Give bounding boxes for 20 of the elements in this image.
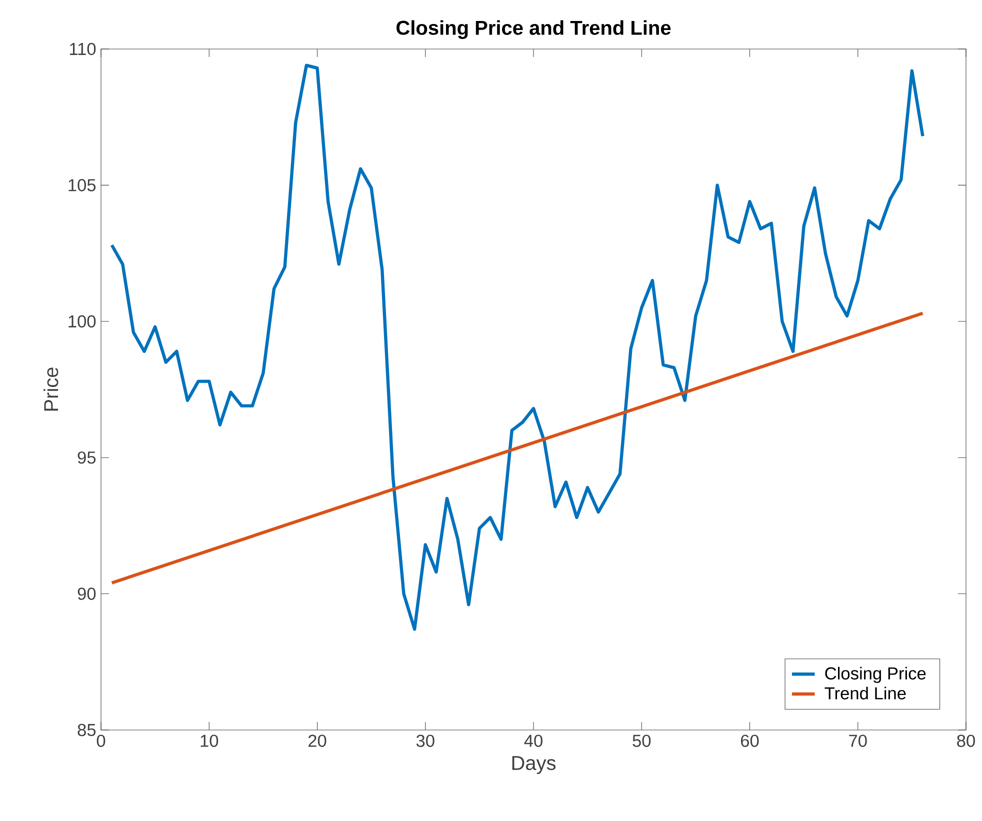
y-tick-label: 110 (70, 42, 96, 56)
y-axis-title: Price (44, 368, 58, 411)
legend-label: Closing Price (825, 666, 926, 683)
y-tick-label: 85 (78, 724, 96, 736)
x-tick-label: 70 (849, 734, 867, 747)
x-tick-label: 50 (632, 734, 651, 747)
x-tick-label: 20 (308, 734, 326, 747)
x-tick-label: 0 (96, 734, 106, 747)
legend-label: Trend Line (824, 686, 906, 700)
y-tick-label: 100 (68, 315, 96, 328)
y-tick-label: 105 (68, 179, 96, 192)
y-tick-label: 95 (78, 451, 96, 464)
x-tick-label: 10 (200, 734, 218, 747)
x-tick-label: 60 (740, 734, 759, 747)
x-tick-label: 30 (416, 734, 434, 747)
x-tick-label: 40 (524, 734, 542, 747)
x-tick-label: 80 (957, 734, 975, 747)
y-tick-label: 90 (78, 588, 96, 600)
x-axis-title: Days (512, 756, 556, 774)
chart-title: Closing Price and Trend Line (396, 20, 671, 39)
